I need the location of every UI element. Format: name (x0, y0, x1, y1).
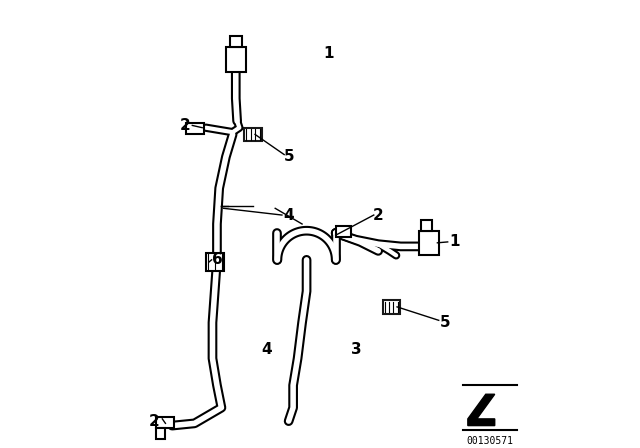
Text: 4: 4 (284, 207, 294, 223)
Bar (206, 253, 224, 271)
Text: 5: 5 (284, 149, 294, 164)
Text: 1: 1 (449, 234, 460, 250)
Bar (230, 36, 242, 47)
Text: 4: 4 (261, 342, 271, 357)
Bar (421, 220, 432, 231)
Text: 2: 2 (373, 207, 383, 223)
Bar (336, 226, 351, 237)
Text: 6: 6 (212, 252, 222, 267)
Bar (226, 47, 246, 72)
Bar (157, 417, 175, 428)
Text: 5: 5 (440, 315, 451, 330)
Bar (419, 231, 439, 255)
Bar (157, 428, 164, 439)
Text: 3: 3 (351, 342, 361, 357)
Bar (186, 123, 204, 134)
Bar (383, 300, 400, 314)
Polygon shape (468, 394, 495, 426)
Bar (244, 128, 262, 141)
Text: 00130571: 00130571 (467, 436, 514, 446)
Text: 1: 1 (324, 46, 334, 61)
Text: 2: 2 (180, 118, 191, 133)
Text: 2: 2 (149, 414, 159, 429)
